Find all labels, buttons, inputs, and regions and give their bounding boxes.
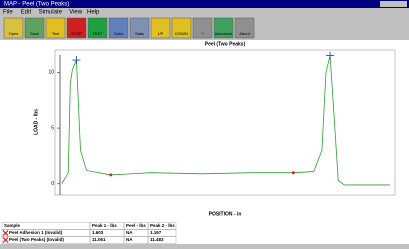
app-window: MAP - Peel (Two Peaks) Peel (Two Peaks) … [0, 0, 409, 244]
menu-item[interactable]: Help [87, 10, 100, 16]
chart-title: Peel (Two Peaks) [205, 41, 246, 47]
y-tick-label: 5 [51, 125, 54, 131]
window-title: MAP - Peel (Two Peaks) [4, 2, 69, 8]
y-tick-label: 0 [51, 181, 54, 187]
table-header: Sample [4, 223, 21, 228]
chart-area [0, 40, 409, 222]
toolbar-label[interactable]: Stats [135, 31, 144, 36]
menu-item[interactable]: File [3, 10, 13, 16]
toolbar-label[interactable]: Test [52, 31, 60, 36]
toolbar-label[interactable]: Open [9, 31, 19, 36]
toolbar-label[interactable]: Advanced [215, 31, 233, 36]
toolbar-label[interactable]: About [239, 31, 250, 36]
toolbar-label[interactable]: Data [114, 31, 123, 36]
menu-item[interactable]: View [69, 10, 83, 16]
table-cell-text: 1.603 [92, 230, 104, 235]
toolbar-label[interactable]: UP [158, 31, 164, 36]
x-axis-label: POSITION - in [209, 211, 242, 217]
table-cell-text: 11.061 [92, 237, 106, 242]
table-cell-text: Peel Adhesion 1 (Invalid) [9, 230, 63, 235]
table-header: Peak 2 - lbs [150, 223, 175, 228]
point-marker [292, 171, 295, 174]
table-cell-text: Peel (Two Peaks) (Invalid) [9, 237, 64, 242]
toolbar-label[interactable]: DOWN [175, 31, 188, 36]
table-cell-text: NA [126, 230, 133, 235]
table-cell-text: NA [126, 237, 133, 242]
y-axis-label: LOAD - lbs [33, 109, 39, 135]
window-controls[interactable] [380, 1, 407, 7]
point-marker [109, 173, 112, 176]
table-cell-text: 11.483 [150, 237, 164, 242]
menu-item[interactable]: Simulate [39, 10, 63, 16]
y-tick-label: 10 [48, 70, 54, 76]
toolbar-label[interactable]: STOP [71, 31, 82, 36]
table-cell-text: 1.167 [150, 230, 162, 235]
toolbar-label[interactable]: Save [30, 31, 40, 36]
toolbar-label[interactable]: TEST [92, 31, 103, 36]
table-header: Peel - lbs [126, 223, 146, 228]
menu-item[interactable]: Edit [21, 10, 32, 16]
table-header: Peak 1 - lbs [92, 223, 117, 228]
